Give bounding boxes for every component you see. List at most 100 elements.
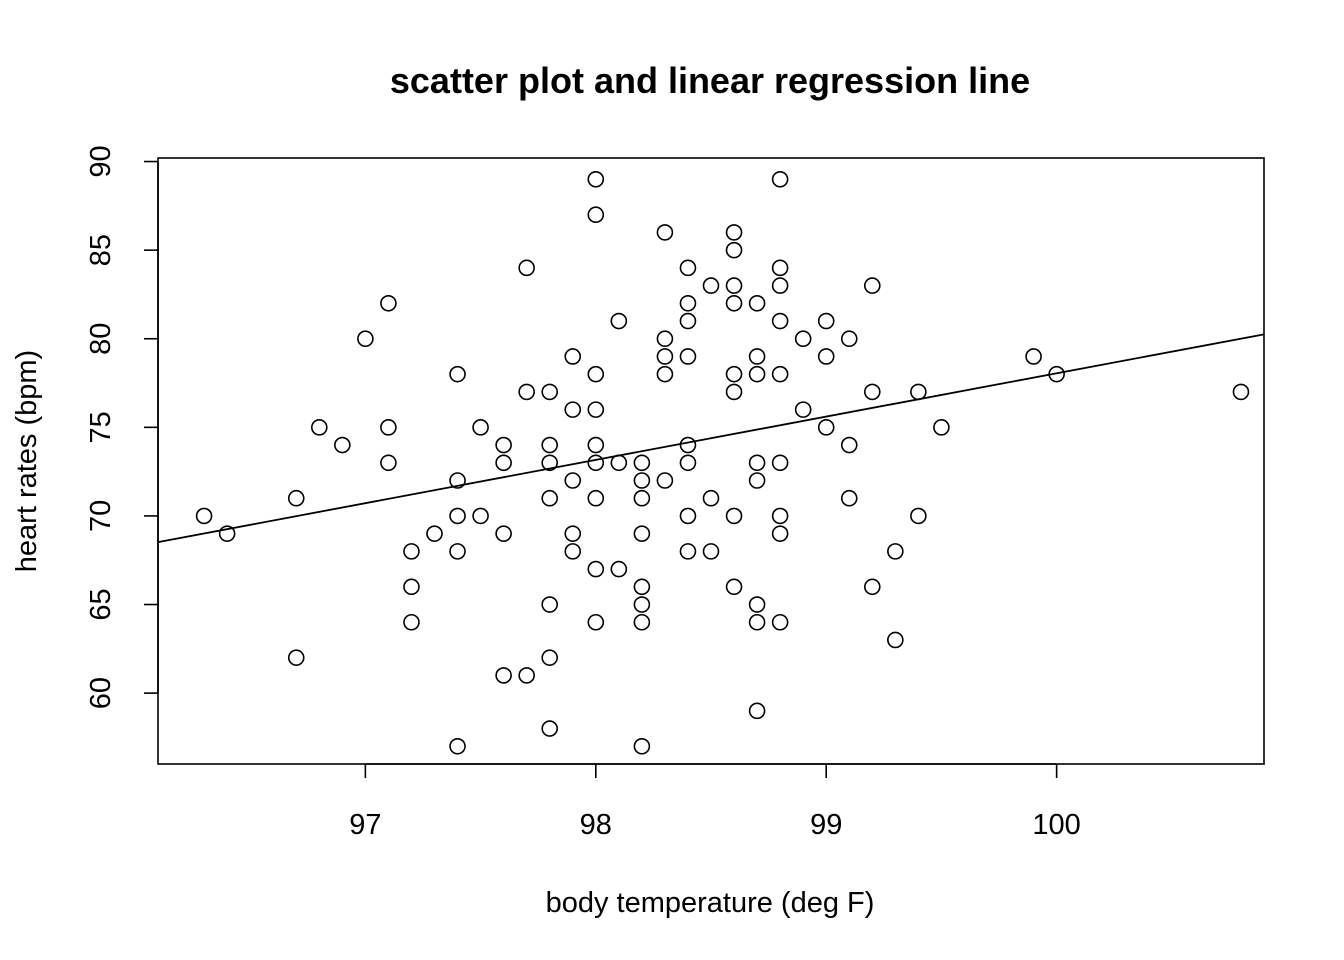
chart-title: scatter plot and linear regression line: [390, 60, 1030, 101]
data-point: [564, 543, 582, 560]
data-point: [287, 489, 305, 507]
data-point: [1232, 383, 1250, 401]
data-point: [518, 259, 535, 277]
data-point: [633, 613, 651, 631]
data-point: [910, 507, 927, 525]
data-point: [449, 472, 466, 489]
data-point: [472, 419, 489, 436]
y-tick-label: 90: [85, 145, 117, 177]
data-point: [863, 277, 881, 294]
data-point: [863, 578, 881, 596]
data-point: [403, 578, 420, 596]
data-point: [195, 507, 213, 525]
data-point: [495, 454, 512, 472]
data-point: [633, 454, 651, 472]
data-point: [564, 472, 582, 489]
data-point: [426, 525, 443, 542]
data-point: [748, 365, 766, 383]
data-point: [840, 489, 858, 507]
data-point: [472, 507, 489, 525]
data-point: [771, 613, 789, 631]
data-point: [633, 472, 651, 489]
data-point: [725, 383, 743, 401]
data-point: [817, 419, 835, 436]
data-point: [725, 241, 743, 259]
data-point: [564, 348, 582, 365]
data-point: [656, 472, 674, 489]
data-point: [334, 436, 351, 454]
data-point: [610, 560, 628, 578]
x-tick-label: 100: [1032, 809, 1080, 841]
data-point: [610, 454, 628, 472]
x-tick-label: 99: [810, 809, 842, 841]
data-point: [656, 348, 674, 365]
data-point: [725, 294, 743, 312]
data-point: [495, 667, 512, 684]
data-point: [771, 259, 789, 277]
y-tick-label: 75: [85, 411, 117, 443]
data-point: [403, 613, 420, 631]
data-point: [564, 401, 582, 418]
data-point: [771, 277, 789, 294]
data-point: [771, 312, 789, 330]
data-point: [817, 348, 835, 365]
data-point: [587, 365, 605, 383]
y-tick-label: 80: [85, 323, 117, 355]
data-point: [287, 649, 305, 666]
data-point: [587, 560, 605, 578]
data-point: [840, 436, 858, 454]
y-tick-label: 65: [85, 588, 117, 620]
data-point: [771, 525, 789, 542]
data-point: [380, 454, 397, 472]
regression-line: [157, 333, 1265, 544]
data-point: [771, 170, 789, 188]
data-point: [587, 401, 605, 418]
data-points: [195, 170, 1250, 755]
data-point: [679, 454, 697, 472]
data-point: [541, 383, 559, 401]
data-point: [679, 543, 697, 560]
data-point: [357, 330, 374, 348]
y-axis: 60 65 70 75 80 85 90: [85, 145, 159, 709]
data-point: [840, 330, 858, 348]
data-point: [771, 454, 789, 472]
data-point: [218, 525, 236, 542]
data-point: [610, 312, 628, 330]
data-point: [541, 454, 559, 472]
data-point: [933, 419, 950, 436]
data-point: [633, 525, 651, 542]
data-point: [748, 613, 766, 631]
data-point: [748, 702, 766, 720]
data-point: [587, 436, 605, 454]
data-point: [679, 259, 697, 277]
data-point: [380, 294, 397, 312]
data-point: [702, 543, 720, 560]
data-point: [541, 596, 559, 613]
data-point: [495, 436, 512, 454]
data-point: [748, 596, 766, 613]
data-point: [587, 489, 605, 507]
data-point: [748, 454, 766, 472]
y-tick-label: 70: [85, 500, 117, 532]
data-point: [449, 737, 466, 755]
data-point: [771, 507, 789, 525]
data-point: [725, 224, 743, 241]
data-point: [587, 206, 605, 224]
data-point: [679, 436, 697, 454]
data-point: [679, 312, 697, 330]
data-point: [587, 613, 605, 631]
data-point: [541, 720, 559, 737]
data-point: [518, 667, 535, 684]
data-point: [725, 578, 743, 596]
data-point: [679, 348, 697, 365]
data-point: [725, 365, 743, 383]
data-point: [794, 330, 812, 348]
data-point: [310, 419, 328, 436]
data-point: [541, 489, 559, 507]
data-point: [449, 543, 466, 560]
plot-frame: [157, 157, 1265, 765]
data-point: [656, 365, 674, 383]
data-point: [403, 543, 420, 560]
data-point: [633, 489, 651, 507]
